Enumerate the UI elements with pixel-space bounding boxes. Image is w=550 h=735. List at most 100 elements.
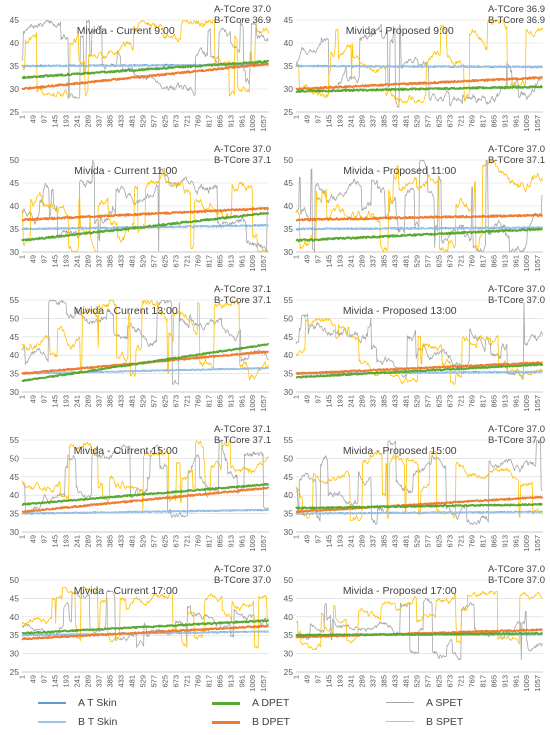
series-line-a-dpet xyxy=(295,502,543,510)
x-tick-label: 577 xyxy=(423,115,432,128)
tcore-a-label: A-TCore 37.0 xyxy=(488,144,545,155)
y-tick-label: 30 xyxy=(284,649,294,659)
panel-mivida-current-15-00: 30 35 40 45 50 55 1 49 97 145 193 241 289 337 385 433 48… xyxy=(10,424,271,552)
x-tick-label: 385 xyxy=(105,115,114,128)
x-tick-label: 1057 xyxy=(259,675,268,692)
x-tick-label: 385 xyxy=(105,395,114,408)
x-tick-label: 49 xyxy=(28,535,37,543)
x-tick-label: 289 xyxy=(83,115,92,128)
x-tick-label: 625 xyxy=(434,675,443,688)
x-tick-label: 49 xyxy=(302,255,311,263)
x-tick-label: 97 xyxy=(39,115,48,123)
x-tick-label: 1057 xyxy=(259,535,268,552)
y-tick-label: 55 xyxy=(284,295,294,305)
x-tick-label: 577 xyxy=(423,255,432,268)
x-tick-label: 481 xyxy=(127,395,136,408)
x-tick-label: 817 xyxy=(478,675,487,688)
x-tick-label: 241 xyxy=(346,255,355,268)
x-tick-label: 337 xyxy=(368,675,377,688)
series-line-b-dpet xyxy=(295,628,543,639)
tcore-a-label: A-TCore 36.9 xyxy=(488,4,545,15)
x-tick-label: 625 xyxy=(434,115,443,128)
x-tick-label: 961 xyxy=(237,395,246,408)
series-line-a-dpet xyxy=(295,227,543,243)
y-tick-label: 35 xyxy=(284,369,294,379)
series-line-b-dpet xyxy=(21,624,269,641)
y-tick-label: 30 xyxy=(284,84,294,94)
y-tick-label: 45 xyxy=(284,472,294,482)
x-tick-label: 673 xyxy=(171,535,180,548)
x-tick-label: 673 xyxy=(445,255,454,268)
x-tick-label: 337 xyxy=(94,115,103,128)
x-tick-label: 769 xyxy=(193,255,202,268)
x-tick-label: 625 xyxy=(160,675,169,688)
x-tick-label: 529 xyxy=(412,535,421,548)
legend-label-b-dpet: B DPET xyxy=(252,716,290,728)
x-tick-label: 241 xyxy=(72,535,81,548)
x-tick-label: 913 xyxy=(500,675,509,688)
x-tick-label: 865 xyxy=(489,675,498,688)
series-line-a-dpet xyxy=(295,363,544,379)
panel-mivida-proposed-17-00: 25 30 35 40 45 50 1 49 97 145 193 241 289 337 385 433 48… xyxy=(284,564,545,692)
x-tick-label: 625 xyxy=(160,255,169,268)
x-tick-label: 433 xyxy=(116,115,125,128)
x-tick-label: 721 xyxy=(182,675,191,688)
x-tick-label: 817 xyxy=(204,535,213,548)
x-tick-label: 289 xyxy=(83,535,92,548)
x-tick-label: 769 xyxy=(193,395,202,408)
x-tick-label: 625 xyxy=(434,535,443,548)
x-tick-label: 289 xyxy=(83,675,92,688)
x-tick-label: 1057 xyxy=(533,395,542,412)
legend-swatch-b-t-skin xyxy=(38,721,66,723)
tcore-b-label: B-TCore 37.0 xyxy=(488,295,545,306)
y-tick-label: 40 xyxy=(10,38,20,48)
x-tick-label: 577 xyxy=(149,115,158,128)
x-tick-label: 577 xyxy=(149,395,158,408)
x-tick-label: 97 xyxy=(39,395,48,403)
x-tick-label: 289 xyxy=(357,395,366,408)
legend-swatch-a-dpet xyxy=(212,702,240,705)
x-tick-label: 673 xyxy=(445,395,454,408)
x-tick-label: 145 xyxy=(324,115,333,128)
chart-title: Mivida - Current 17:00 xyxy=(74,585,178,597)
x-tick-label: 913 xyxy=(500,535,509,548)
x-tick-label: 913 xyxy=(226,395,235,408)
x-tick-label: 817 xyxy=(204,395,213,408)
x-tick-label: 673 xyxy=(171,395,180,408)
x-tick-label: 241 xyxy=(72,115,81,128)
y-tick-label: 45 xyxy=(10,15,20,25)
x-tick-label: 1 xyxy=(292,395,301,399)
y-tick-label: 30 xyxy=(10,84,20,94)
series-line-a-dpet xyxy=(295,85,543,93)
x-tick-label: 289 xyxy=(357,535,366,548)
x-tick-label: 529 xyxy=(138,115,147,128)
x-tick-label: 193 xyxy=(335,255,344,268)
x-tick-label: 1009 xyxy=(522,255,531,272)
x-tick-label: 1 xyxy=(18,395,27,399)
x-tick-label: 1009 xyxy=(248,675,257,692)
x-tick-label: 337 xyxy=(368,255,377,268)
y-tick-label: 35 xyxy=(284,630,294,640)
x-tick-label: 1009 xyxy=(248,395,257,412)
legend-swatch-a-t-skin xyxy=(38,702,66,704)
x-tick-label: 145 xyxy=(324,535,333,548)
x-tick-label: 193 xyxy=(335,115,344,128)
x-tick-label: 673 xyxy=(445,675,454,688)
chart-title: Mivida - Proposed 15:00 xyxy=(343,445,457,457)
x-tick-label: 769 xyxy=(193,535,202,548)
x-tick-label: 1 xyxy=(18,675,27,679)
x-tick-label: 97 xyxy=(313,395,322,403)
x-tick-label: 49 xyxy=(302,535,311,543)
x-tick-label: 673 xyxy=(445,115,454,128)
x-tick-label: 385 xyxy=(379,115,388,128)
x-tick-label: 433 xyxy=(390,535,399,548)
x-tick-label: 193 xyxy=(335,675,344,688)
x-tick-label: 433 xyxy=(390,255,399,268)
x-tick-label: 529 xyxy=(412,255,421,268)
y-tick-label: 55 xyxy=(10,435,20,445)
tcore-a-label: A-TCore 37.1 xyxy=(214,424,271,435)
x-tick-label: 193 xyxy=(61,115,70,128)
x-tick-label: 49 xyxy=(302,395,311,403)
y-tick-label: 30 xyxy=(284,527,294,537)
y-tick-label: 50 xyxy=(284,313,294,323)
